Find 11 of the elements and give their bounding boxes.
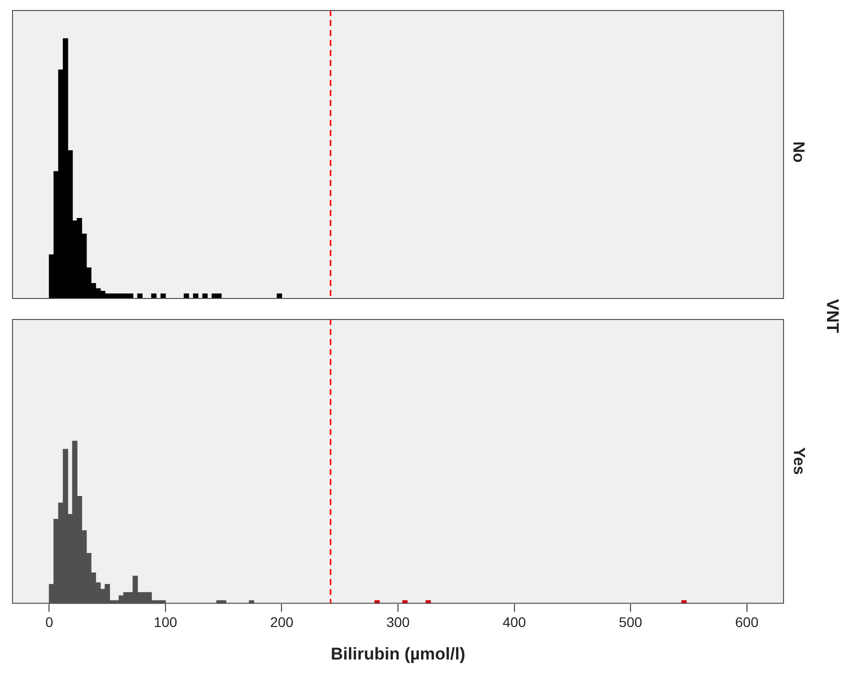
x-tick-label: 500 — [618, 614, 642, 630]
x-tick-label: 400 — [502, 614, 526, 630]
x-tick-label: 0 — [45, 614, 54, 630]
x-tick-label: 100 — [154, 614, 178, 630]
y2-axis-title: VNT — [822, 299, 842, 333]
x-tick-label: 200 — [270, 614, 294, 630]
x-tick-label: 600 — [735, 614, 759, 630]
text: No — [789, 141, 807, 163]
x-axis-title: Bilirubin (µmol/l) — [330, 644, 466, 664]
text: Yes — [789, 447, 807, 475]
x-tick-label: 300 — [386, 614, 410, 630]
